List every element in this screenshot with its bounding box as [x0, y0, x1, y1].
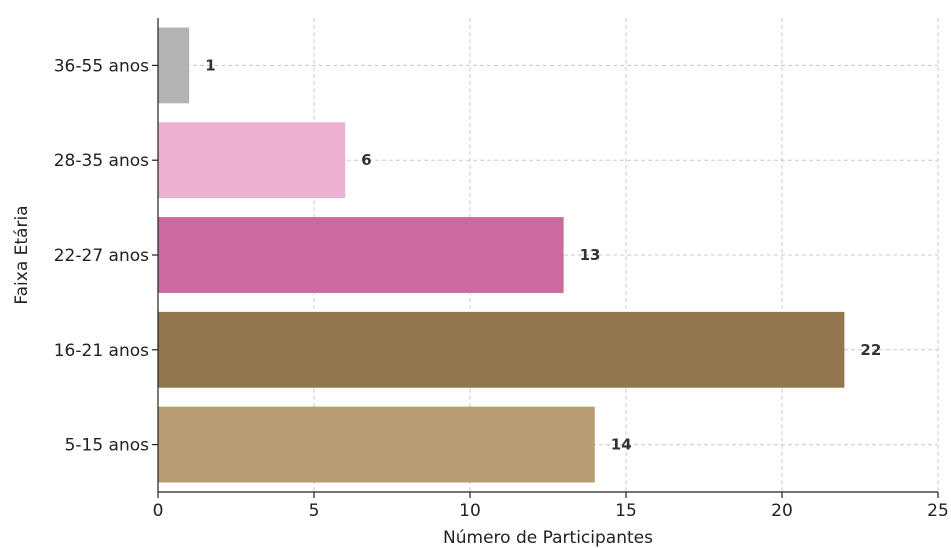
y-tick-label: 22-27 anos — [54, 246, 149, 266]
data-label: 22 — [860, 341, 881, 359]
bar — [158, 406, 595, 483]
bar — [158, 311, 845, 388]
x-tick-label: 20 — [771, 501, 793, 521]
y-axis-ticks: 36-55 anos 28-35 anos 22-27 anos 16-21 anos… — [54, 56, 158, 456]
x-axis-title: Número de Participantes — [443, 528, 653, 548]
bar — [158, 27, 190, 104]
bars — [158, 27, 845, 483]
x-tick-label: 25 — [927, 501, 949, 521]
y-tick-label: 5-15 anos — [65, 436, 150, 456]
x-axis-ticks: 0 5 10 15 20 25 — [153, 492, 949, 521]
x-tick-label: 0 — [153, 501, 164, 521]
data-label: 13 — [580, 246, 601, 264]
x-tick-label: 15 — [615, 501, 637, 521]
y-tick-label: 36-55 anos — [54, 56, 149, 76]
bar — [158, 217, 564, 293]
y-tick-label: 28-35 anos — [54, 151, 149, 171]
y-axis-title: Faixa Etária — [12, 205, 32, 304]
data-labels: 1 6 13 22 14 — [205, 56, 881, 453]
data-label: 6 — [361, 151, 371, 169]
x-tick-label: 10 — [459, 501, 481, 521]
x-tick-label: 5 — [309, 501, 320, 521]
data-label: 1 — [205, 56, 215, 74]
data-label: 14 — [611, 436, 632, 454]
bar — [158, 122, 346, 199]
y-tick-label: 16-21 anos — [54, 341, 149, 361]
